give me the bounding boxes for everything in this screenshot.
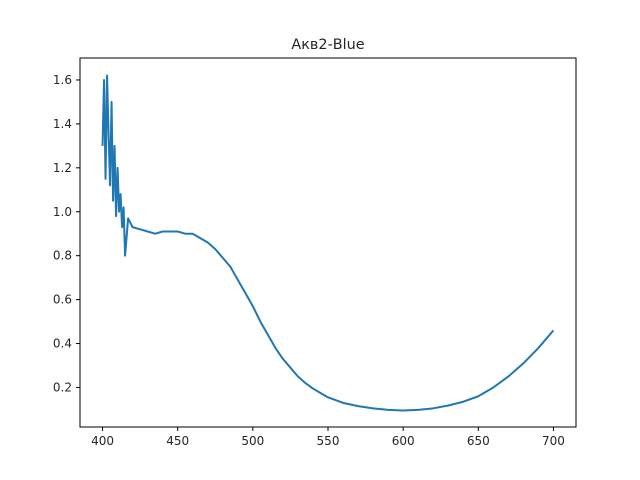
x-tick-label: 450 [166, 434, 189, 448]
x-tick-label: 400 [91, 434, 114, 448]
chart-title: Акв2-Blue [291, 37, 364, 53]
y-tick-label: 0.2 [53, 380, 72, 394]
y-tick-label: 1.4 [53, 117, 72, 131]
x-tick-label: 500 [241, 434, 264, 448]
x-tick-label: 650 [467, 434, 490, 448]
y-tick-label: 0.8 [53, 249, 72, 263]
x-tick-label: 700 [542, 434, 565, 448]
x-tick-label: 600 [392, 434, 415, 448]
axes-frame [79, 57, 577, 428]
x-tick-label: 550 [317, 434, 340, 448]
ticks-layer: 400 450 500 550 600 650 700 0.2 0.4 0.6 0.8 1.0 1.2 1… [53, 73, 565, 448]
series-line-0 [101, 74, 555, 412]
y-tick-label: 1.0 [53, 205, 72, 219]
y-tick-label: 1.6 [53, 73, 72, 87]
line-layer [101, 74, 555, 412]
axes-background [80, 58, 576, 427]
y-tick-label: 0.4 [53, 337, 72, 351]
y-tick-label: 0.6 [53, 293, 72, 307]
y-tick-label: 1.2 [53, 161, 72, 175]
plot-area: 400 450 500 550 600 650 700 0.2 0.4 0.6 0.8 1.0 1.2 1… [53, 57, 577, 448]
